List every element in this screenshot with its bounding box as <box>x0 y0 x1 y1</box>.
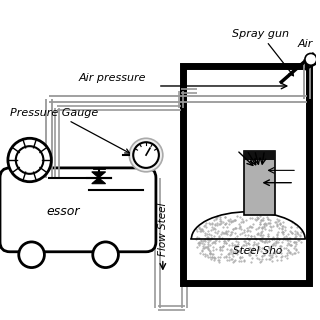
Circle shape <box>133 142 159 168</box>
Text: Air: Air <box>298 38 317 49</box>
Circle shape <box>129 138 163 172</box>
Text: Steel Sho: Steel Sho <box>234 246 283 256</box>
Circle shape <box>19 242 44 268</box>
Text: Flow Steel: Flow Steel <box>158 202 168 256</box>
Text: Pressure Gauge: Pressure Gauge <box>10 108 130 153</box>
Bar <box>244 151 275 161</box>
Bar <box>183 66 309 283</box>
Bar <box>244 151 275 215</box>
Polygon shape <box>92 172 106 178</box>
Polygon shape <box>92 178 106 184</box>
Text: essor: essor <box>46 205 80 218</box>
Text: Air pressure: Air pressure <box>79 73 147 83</box>
Text: Spray gun: Spray gun <box>232 29 293 76</box>
Circle shape <box>8 138 51 182</box>
Circle shape <box>305 53 317 65</box>
FancyBboxPatch shape <box>0 168 156 252</box>
Circle shape <box>93 242 118 268</box>
Circle shape <box>16 146 44 174</box>
